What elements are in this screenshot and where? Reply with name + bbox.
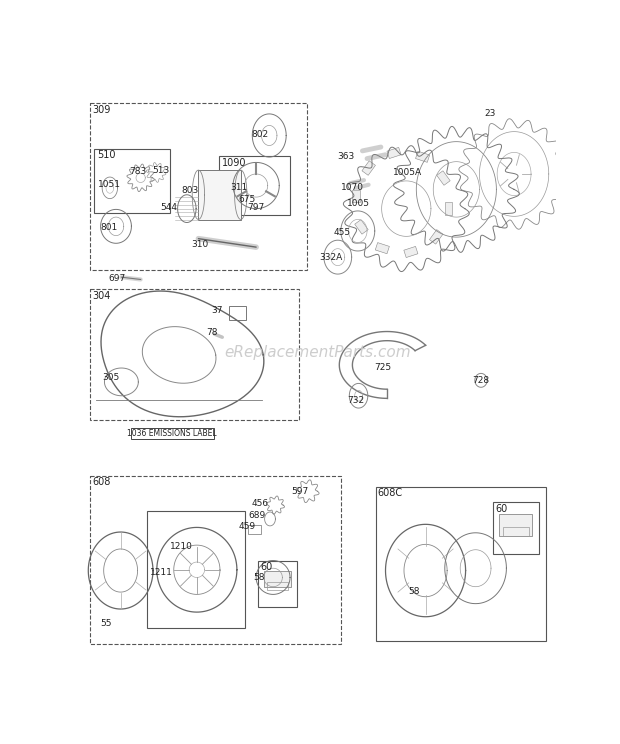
Bar [90, 103, 307, 270]
Bar [90, 476, 341, 644]
Text: 608C: 608C [378, 488, 403, 498]
Text: 60: 60 [260, 562, 272, 572]
Text: 58: 58 [409, 587, 420, 596]
Bar [131, 428, 214, 439]
Text: 597: 597 [291, 487, 308, 496]
Bar [352, 190, 360, 202]
Bar [430, 230, 443, 244]
Bar [494, 502, 539, 554]
Bar [415, 151, 430, 162]
Text: 732: 732 [347, 396, 364, 405]
Text: 363: 363 [337, 153, 354, 161]
Bar [436, 171, 450, 185]
Text: 510: 510 [97, 150, 115, 160]
Text: 697: 697 [108, 274, 126, 283]
Bar [362, 161, 376, 176]
Text: 311: 311 [230, 183, 247, 192]
Text: 332A: 332A [319, 253, 342, 263]
Bar [503, 527, 529, 536]
Text: 305: 305 [102, 373, 120, 382]
Bar [229, 307, 246, 320]
Text: 513: 513 [152, 166, 169, 176]
Text: 60: 60 [495, 504, 508, 513]
Text: eReplacementParts.com: eReplacementParts.com [224, 345, 411, 360]
Bar [375, 243, 389, 254]
Bar [376, 487, 546, 641]
Bar [500, 514, 532, 536]
Text: 1005A: 1005A [393, 168, 422, 177]
Bar [445, 202, 453, 215]
Bar [264, 571, 291, 588]
Bar [404, 246, 418, 257]
Bar [147, 511, 245, 628]
Text: 728: 728 [472, 376, 489, 385]
Bar [387, 147, 401, 158]
Text: 608: 608 [92, 478, 110, 487]
Text: 1211: 1211 [150, 568, 173, 577]
Text: 459: 459 [239, 522, 255, 531]
Text: 310: 310 [192, 240, 209, 249]
Text: 803: 803 [182, 186, 198, 195]
Bar [219, 156, 290, 215]
Text: 1051: 1051 [97, 180, 120, 189]
Text: 455: 455 [333, 228, 350, 237]
Bar [198, 170, 241, 220]
Text: 1005: 1005 [347, 199, 370, 208]
Bar [258, 560, 297, 606]
Text: 456: 456 [252, 499, 268, 508]
Bar [90, 289, 299, 420]
Text: 801: 801 [100, 223, 118, 232]
Text: 309: 309 [92, 105, 110, 115]
Text: 23: 23 [485, 109, 496, 118]
Text: 78: 78 [206, 328, 218, 337]
Text: 725: 725 [374, 363, 391, 373]
Text: 783: 783 [129, 167, 146, 176]
Text: 1090: 1090 [221, 158, 246, 168]
Text: 1210: 1210 [170, 542, 193, 551]
Bar [94, 149, 170, 214]
Bar [267, 582, 288, 590]
Text: 802: 802 [252, 130, 268, 139]
Text: 797: 797 [247, 203, 264, 212]
Text: 689: 689 [249, 511, 266, 520]
Text: 675: 675 [239, 195, 255, 204]
Text: 544: 544 [160, 203, 177, 212]
Text: 304: 304 [92, 291, 110, 301]
Text: 1070: 1070 [341, 183, 364, 192]
Bar [355, 219, 368, 234]
Text: 58: 58 [253, 573, 265, 582]
Bar [249, 525, 261, 534]
Text: 37: 37 [211, 307, 223, 315]
Text: 55: 55 [100, 619, 112, 628]
Text: 1036 EMISSIONS LABEL: 1036 EMISSIONS LABEL [127, 429, 217, 438]
